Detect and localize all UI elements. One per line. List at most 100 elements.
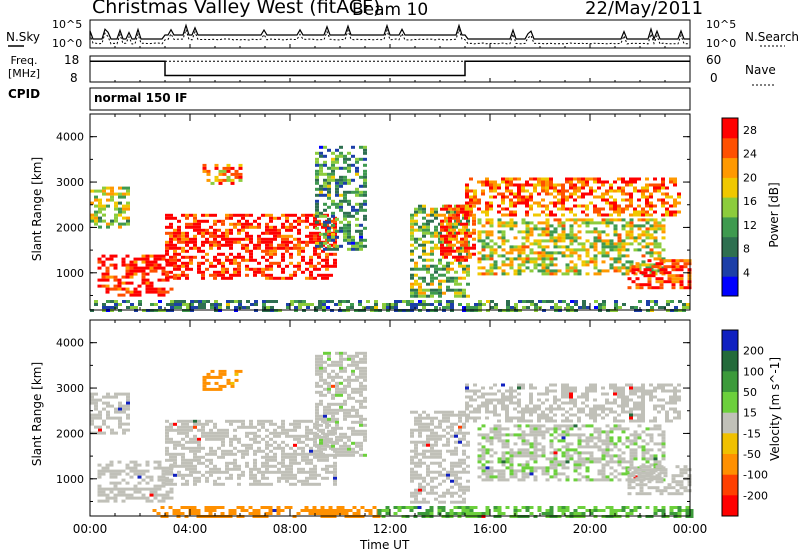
echo-cell: [537, 427, 542, 431]
echo-cell: [319, 151, 323, 155]
echo-cell: [355, 202, 359, 206]
echo-cell: [609, 386, 613, 390]
echo-cell: [477, 233, 482, 237]
echo-cell: [665, 201, 669, 205]
echo-cell: [297, 452, 301, 456]
echo-cell: [130, 306, 134, 309]
echo-cell: [169, 464, 173, 468]
echo-cell: [426, 422, 430, 426]
echo-cell: [118, 210, 122, 214]
echo-cell: [589, 478, 594, 482]
echo-cell: [315, 408, 319, 412]
echo-cell: [94, 407, 98, 411]
echo-cell: [621, 266, 626, 270]
echo-cell: [169, 213, 173, 217]
echo-cell: [513, 201, 517, 205]
echo-cell: [430, 419, 434, 423]
echo-cell: [617, 439, 622, 443]
echo-cell: [129, 275, 134, 279]
echo-cell: [185, 231, 189, 235]
echo-cell: [161, 257, 166, 261]
echo-cell: [537, 227, 542, 231]
echo-cell: [645, 198, 649, 202]
echo-cell: [469, 189, 473, 193]
echo-cell: [533, 445, 538, 449]
echo-cell: [430, 488, 434, 492]
echo-cell: [102, 189, 106, 193]
echo-cell: [218, 375, 223, 379]
echo-cell: [513, 236, 518, 240]
echo-cell: [319, 450, 323, 454]
echo-cell: [573, 448, 578, 452]
echo-cell: [173, 249, 177, 253]
echo-cell: [422, 479, 426, 483]
echo-cell: [653, 183, 657, 187]
echo-cell: [214, 163, 219, 167]
echo-cell: [469, 210, 473, 214]
echo-cell: [406, 303, 410, 306]
echo-cell: [145, 475, 150, 479]
echo-cell: [629, 442, 634, 446]
echo-cell: [157, 493, 162, 497]
echo-cell: [613, 419, 617, 423]
echo-cell: [473, 419, 477, 423]
echo-cell: [214, 375, 219, 379]
echo-cell: [434, 455, 438, 459]
echo-cell: [418, 210, 422, 214]
echo-cell: [210, 303, 214, 306]
echo-cell: [565, 207, 569, 211]
echo-cell: [289, 273, 293, 277]
echo-cell: [197, 219, 201, 223]
echo-cell: [589, 445, 594, 449]
echo-cell: [509, 221, 514, 225]
echo-cell: [269, 243, 273, 247]
echo-cell: [145, 481, 150, 485]
echo-cell: [347, 438, 351, 442]
echo-cell: [553, 195, 557, 199]
echo-cell: [426, 252, 430, 256]
echo-cell: [629, 383, 633, 387]
echo-cell: [637, 389, 641, 393]
echo-cell: [422, 497, 426, 501]
echo-cell: [671, 280, 676, 284]
echo-cell: [573, 177, 577, 181]
echo-cell: [165, 470, 169, 474]
echo-cell: [609, 189, 613, 193]
echo-cell: [517, 195, 521, 199]
echo-cell: [181, 240, 185, 244]
echo-cell: [319, 384, 323, 388]
echo-cell: [651, 271, 656, 275]
echo-cell: [625, 401, 629, 405]
echo-cell: [426, 449, 430, 453]
echo-cell: [137, 284, 142, 288]
echo-cell: [541, 227, 546, 231]
echo-cell: [565, 180, 569, 184]
echo-cell: [335, 381, 339, 385]
echo-cell: [257, 267, 261, 271]
echo-cell: [549, 213, 553, 217]
echo-cell: [570, 306, 574, 309]
echo-cell: [577, 257, 582, 261]
echo-cell: [213, 425, 217, 429]
echo-cell: [617, 460, 622, 464]
echo-cell: [347, 378, 351, 382]
echo-cell: [331, 375, 335, 379]
echo-cell: [497, 413, 501, 417]
echo-cell: [541, 448, 546, 452]
echo-cell: [481, 451, 486, 455]
echo-cell: [293, 443, 297, 447]
echo-cell: [285, 434, 289, 438]
echo-cell: [601, 386, 605, 390]
echo-cell: [201, 240, 205, 244]
echo-cell: [319, 214, 323, 218]
echo-cell: [525, 257, 530, 261]
echo-cell: [669, 177, 673, 181]
echo-cell: [585, 392, 589, 396]
echo-cell: [462, 413, 466, 417]
echo-cell: [422, 246, 426, 250]
echo-cell: [549, 475, 554, 479]
echo-cell: [489, 239, 494, 243]
echo-cell: [577, 177, 581, 181]
echo-cell: [438, 419, 442, 423]
echo-cell: [422, 476, 426, 480]
